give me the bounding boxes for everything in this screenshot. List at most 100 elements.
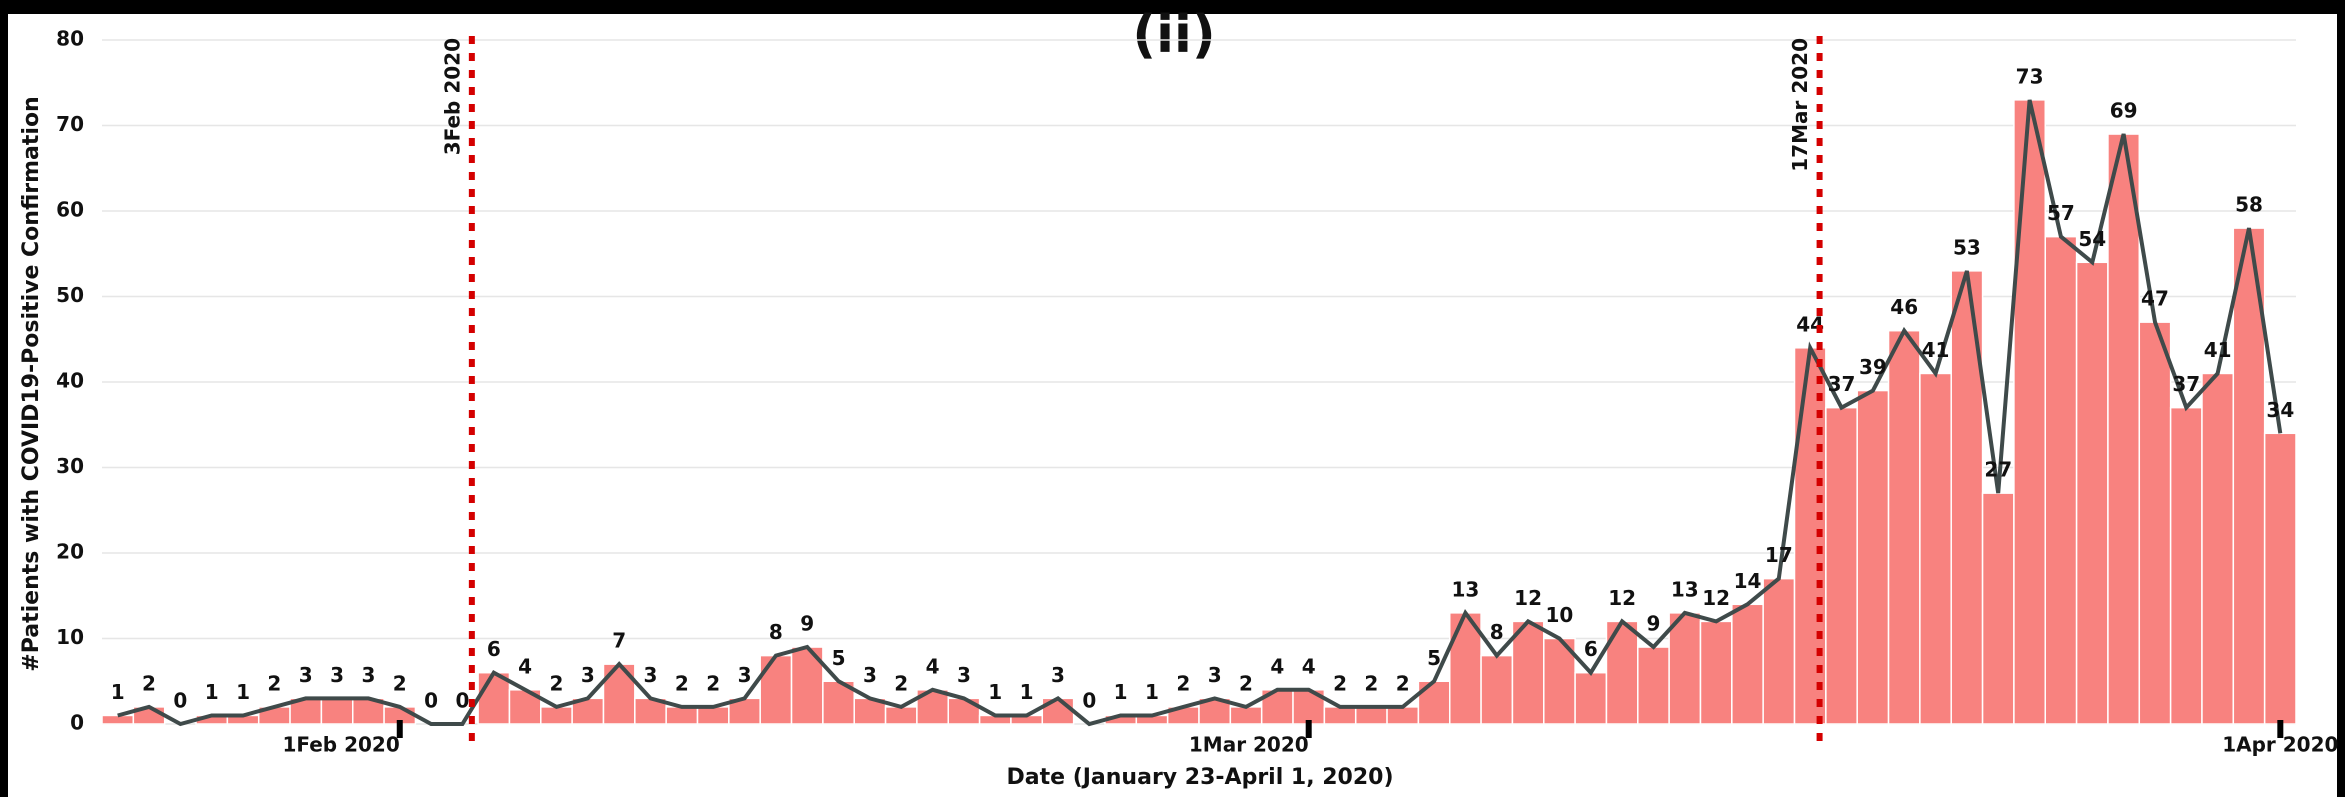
data-label: 3	[1208, 663, 1222, 687]
bar	[1292, 689, 1326, 725]
x-axis-label: Date (January 23-April 1, 2020)	[1006, 765, 1393, 790]
bar	[1511, 620, 1545, 725]
data-label: 0	[424, 689, 438, 713]
y-tick-label: 70	[56, 112, 84, 136]
y-tick-label: 20	[56, 540, 84, 564]
data-label: 4	[926, 654, 940, 678]
bar	[759, 654, 793, 725]
bar	[1354, 706, 1388, 725]
data-label: 9	[1647, 612, 1661, 636]
bar	[2075, 261, 2109, 725]
data-label: 8	[1490, 620, 1504, 644]
bar	[1637, 646, 1670, 725]
data-label: 8	[769, 620, 783, 644]
data-label: 34	[2266, 398, 2294, 422]
data-label: 53	[1953, 235, 1981, 259]
data-label: 27	[1984, 458, 2012, 482]
event-label: 3Feb 2020	[440, 38, 464, 155]
data-label: 2	[1364, 671, 1378, 695]
y-tick-label: 50	[56, 283, 84, 307]
bar	[696, 706, 730, 725]
data-label: 1	[1114, 680, 1128, 704]
data-label: 2	[1176, 671, 1190, 695]
bar	[1668, 612, 1702, 725]
bar	[1856, 389, 1890, 725]
y-tick-label: 0	[70, 711, 84, 735]
data-label: 2	[1333, 671, 1347, 695]
data-label: 3	[330, 663, 344, 687]
data-label: 3	[957, 663, 971, 687]
data-label: 2	[142, 671, 156, 695]
bar	[1229, 706, 1263, 725]
bar	[2169, 406, 2203, 725]
data-label: 2	[1239, 671, 1253, 695]
data-label: 0	[1082, 689, 1096, 713]
bar	[2263, 432, 2297, 725]
data-label: 13	[1671, 577, 1699, 601]
y-tick-label: 30	[56, 454, 84, 478]
bar	[101, 714, 135, 725]
bar	[1386, 706, 1420, 725]
data-label: 2	[675, 671, 689, 695]
bar	[884, 706, 918, 725]
bar	[1448, 612, 1482, 725]
data-label: 0	[455, 689, 469, 713]
bar	[1825, 406, 1858, 725]
bar	[2013, 99, 2047, 725]
bar	[1480, 654, 1514, 725]
event-label: 17Mar 2020	[1788, 38, 1812, 172]
y-tick-label: 10	[56, 625, 84, 649]
bar	[1574, 671, 1608, 725]
chart-title: (ii)	[1132, 5, 1215, 65]
bar	[1981, 492, 2015, 725]
data-label: 1	[205, 680, 219, 704]
bar	[1762, 577, 1796, 725]
x-tick-label: 1Apr 2020	[2222, 733, 2338, 757]
data-label: 3	[361, 663, 375, 687]
data-label: 46	[1890, 295, 1918, 319]
data-label: 37	[2172, 372, 2200, 396]
x-tick-label: 1Mar 2020	[1189, 733, 1309, 757]
x-tick-label: 1Feb 2020	[282, 733, 399, 757]
data-label: 1	[236, 680, 250, 704]
data-label: 1	[988, 680, 1002, 704]
data-label: 2	[267, 671, 281, 695]
data-label: 73	[2016, 64, 2044, 88]
data-label: 12	[1608, 586, 1636, 610]
data-label: 14	[1734, 569, 1762, 593]
data-label: 12	[1514, 586, 1542, 610]
data-label: 2	[393, 671, 407, 695]
data-label: 13	[1451, 577, 1479, 601]
bar	[2201, 372, 2235, 725]
data-label: 39	[1859, 355, 1887, 379]
data-label: 12	[1702, 586, 1730, 610]
data-label: 4	[1302, 654, 1316, 678]
data-label: 3	[863, 663, 877, 687]
data-label: 41	[2204, 338, 2232, 362]
trend-line	[117, 99, 2283, 727]
bar	[1417, 680, 1451, 725]
bar	[320, 697, 354, 725]
data-label: 7	[612, 629, 626, 653]
bar	[2044, 235, 2078, 725]
y-tick-label: 40	[56, 369, 84, 393]
data-label: 9	[800, 612, 814, 636]
data-label: 2	[1396, 671, 1410, 695]
data-label: 17	[1765, 543, 1793, 567]
bar	[1323, 706, 1357, 725]
bar	[2107, 133, 2141, 725]
data-label: 3	[644, 663, 658, 687]
bar	[1887, 329, 1921, 725]
data-label: 3	[1051, 663, 1065, 687]
data-label: 58	[2235, 193, 2263, 217]
data-label: 69	[2110, 99, 2138, 123]
data-label: 57	[2047, 201, 2075, 225]
data-label: 5	[1427, 646, 1441, 670]
data-label: 6	[487, 637, 501, 661]
bar	[1731, 603, 1764, 725]
data-label: 37	[1828, 372, 1856, 396]
bar	[1699, 620, 1733, 725]
y-tick-label: 80	[56, 27, 84, 51]
data-label: 3	[299, 663, 313, 687]
